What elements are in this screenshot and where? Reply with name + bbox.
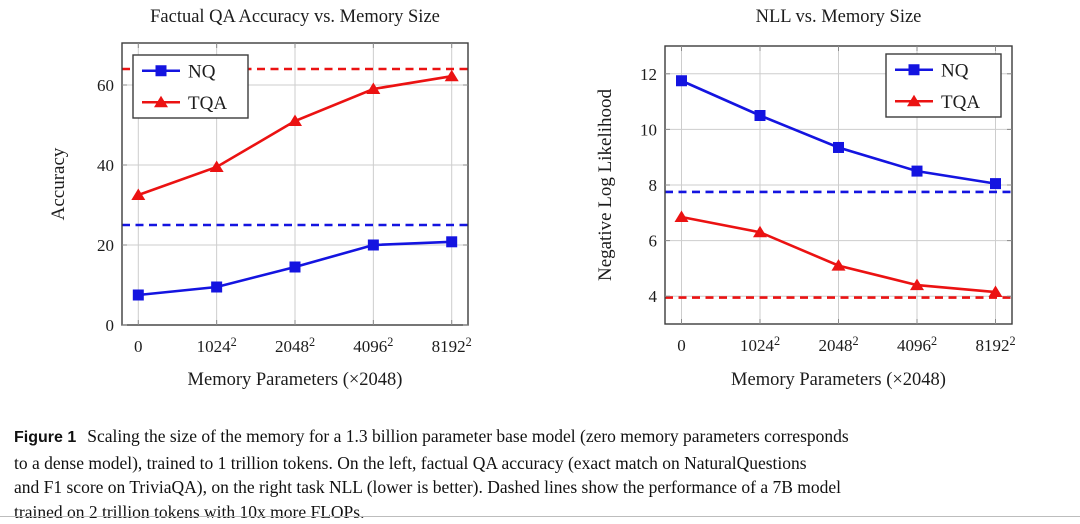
legend-label-nq: NQ	[941, 60, 969, 81]
chart-title: NLL vs. Memory Size	[756, 7, 922, 27]
y-tick-label: 8	[649, 176, 658, 195]
qa-accuracy-chart: 0 10242 20482 40962 81922 0 20 40 60 Factual QA A…	[0, 0, 540, 400]
nll-svg: 0 10242 20482 40962 81922 4 6 8 10 12 NLL vs. Memo…	[540, 0, 1080, 400]
data-point-tqa-1	[210, 161, 224, 173]
caption-line: and F1 score on TriviaQA), on the right …	[14, 475, 1070, 500]
data-point-nq-0	[676, 75, 687, 86]
legend-label-nq: NQ	[188, 61, 216, 82]
legend-marker-nq	[156, 65, 167, 76]
x-tick-label: 40962	[353, 335, 393, 356]
data-point-nq-2	[833, 142, 844, 153]
y-axis-label: Negative Log Likelihood	[595, 88, 616, 281]
x-axis-label: Memory Parameters (×2048)	[188, 370, 403, 390]
data-point-tqa-4	[445, 70, 459, 82]
y-tick-label: 6	[649, 232, 658, 251]
x-tick-label: 10242	[740, 334, 780, 355]
y-tick-label: 20	[97, 236, 114, 255]
figure-label: Figure 1	[14, 429, 76, 446]
y-tick-label: 60	[97, 76, 114, 95]
data-point-nq-0	[133, 290, 144, 301]
y-tick-label: 0	[106, 316, 115, 335]
data-point-nq-3	[368, 240, 379, 251]
caption-text: Scaling the size of the memory for a 1.3…	[87, 426, 848, 446]
x-tick-label: 0	[134, 337, 143, 356]
bottom-divider	[0, 516, 1080, 517]
data-point-nq-1	[755, 110, 766, 121]
legend-marker-nq	[909, 64, 920, 75]
x-tick-label: 0	[677, 336, 686, 355]
x-tick-label: 40962	[897, 334, 937, 355]
x-tick-label: 20482	[275, 335, 315, 356]
nll-chart: 0 10242 20482 40962 81922 4 6 8 10 12 NLL vs. Memo…	[540, 0, 1080, 400]
data-point-nq-1	[211, 282, 222, 293]
qa-accuracy-svg: 0 10242 20482 40962 81922 0 20 40 60 Factual QA A…	[0, 0, 540, 400]
caption-line: trained on 2 trillion tokens with 10x mo…	[14, 500, 1070, 524]
x-tick-label: 81922	[432, 335, 472, 356]
caption-line: Figure 1 Scaling the size of the memory f…	[14, 424, 1070, 451]
data-point-nq-3	[912, 166, 923, 177]
x-axis-label: Memory Parameters (×2048)	[731, 370, 946, 390]
legend-label-tqa: TQA	[941, 92, 980, 113]
legend-label-tqa: TQA	[188, 93, 227, 114]
x-tick-label: 20482	[818, 334, 858, 355]
x-tick-label: 10242	[197, 335, 237, 356]
y-axis-label: Accuracy	[48, 147, 69, 220]
x-tick-label: 81922	[975, 334, 1015, 355]
data-point-nq-4	[990, 178, 1001, 189]
y-tick-label: 12	[640, 65, 657, 84]
y-tick-label: 10	[640, 120, 657, 139]
y-tick-label: 40	[97, 156, 114, 175]
data-point-nq-4	[446, 236, 457, 247]
data-point-tqa-0	[675, 210, 689, 222]
y-tick-label: 4	[649, 287, 658, 306]
chart-title: Factual QA Accuracy vs. Memory Size	[150, 7, 440, 27]
caption-line: to a dense model), trained to 1 trillion…	[14, 451, 1070, 476]
figure-caption: Figure 1 Scaling the size of the memory f…	[14, 424, 1070, 524]
data-point-nq-2	[290, 262, 301, 273]
